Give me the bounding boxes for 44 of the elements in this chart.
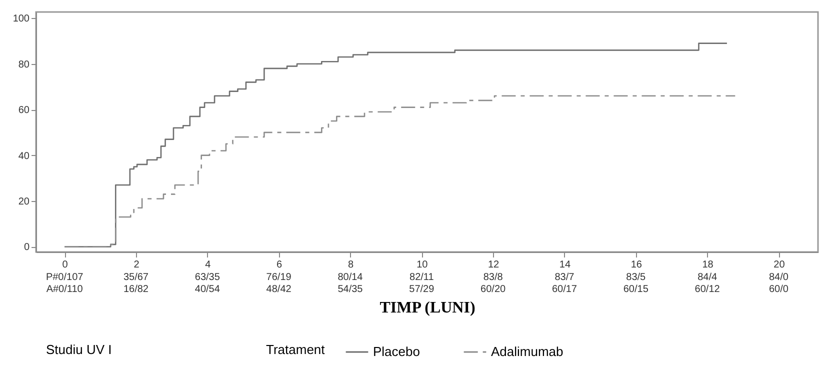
x-tick-label: 2 (134, 260, 140, 270)
y-tick-label: 80 (18, 59, 30, 70)
text: 60/15 (623, 284, 649, 295)
text: 60/17 (552, 284, 578, 295)
text: 80/14 (338, 272, 364, 283)
text: 57/29 (409, 284, 435, 295)
text: 60/12 (694, 284, 720, 295)
y-tick-label: 0 (24, 242, 30, 254)
x-tick-label: 10 (416, 260, 428, 270)
text: 16/82 (123, 284, 149, 295)
text: 84/4 (698, 272, 718, 283)
y-tick-label: 100 (12, 14, 30, 25)
text: 48/42 (266, 284, 292, 295)
legend-label: Placebo (373, 344, 420, 359)
text: 63/35 (194, 272, 220, 283)
y-tick-label: 60 (18, 105, 30, 116)
y-tick-label: 20 (18, 196, 30, 208)
text: 60/20 (480, 284, 506, 295)
text: 76/19 (266, 272, 292, 283)
x-tick-label: 16 (630, 260, 642, 270)
text: 83/8 (483, 272, 504, 283)
text: 84/0 (768, 272, 789, 283)
x-axis-title: TIMP (LUNI) (380, 300, 476, 316)
x-tick-label: 20 (774, 260, 786, 270)
y-tick-label: 40 (18, 150, 30, 162)
x-tick-label: 14 (559, 260, 571, 270)
text: 40/54 (194, 284, 220, 295)
text: 83/7 (554, 272, 575, 283)
x-tick-label: 12 (488, 260, 500, 270)
text: P#0/107 (46, 272, 84, 283)
text: Studiu UV I (46, 342, 112, 357)
text: 82/11 (409, 272, 434, 283)
x-tick-label: 18 (702, 260, 714, 270)
text: A#0/110 (46, 284, 84, 295)
x-tick-label: 0 (62, 260, 68, 270)
x-tick-label: 4 (205, 260, 212, 270)
x-tick-label: 6 (276, 260, 283, 270)
legend-label: Adalimumab (491, 344, 564, 359)
text: 35/67 (123, 272, 149, 283)
legend-title: Tratament (266, 342, 326, 357)
text: 54/35 (338, 284, 364, 295)
text: 83/5 (626, 272, 646, 283)
text: 60/0 (768, 284, 789, 295)
x-tick-label: 8 (348, 260, 354, 270)
